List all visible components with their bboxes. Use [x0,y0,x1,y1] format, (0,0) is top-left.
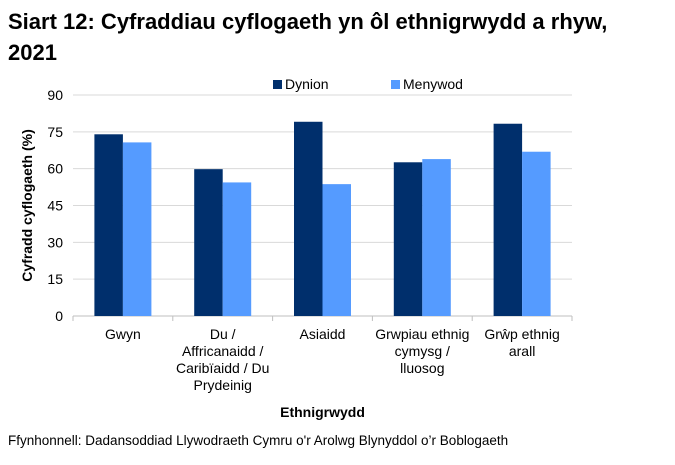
y-tick-label: 75 [47,124,63,140]
bar-menywod [322,184,351,316]
bar-dynion [393,162,423,316]
y-axis-title: Cyfradd cyflogaeth (%) [19,129,35,281]
x-tick-label: Prydeinig [194,377,252,393]
x-tick-label: cymysg / [395,343,450,359]
y-tick-label: 60 [47,161,63,177]
legend-label-dynion: Dynion [285,76,329,92]
legend-swatch-dynion [273,80,282,89]
y-tick-label: 90 [47,87,63,103]
bar-dynion [294,121,323,316]
bar-menywod [422,159,451,316]
x-axis-title: Ethnigrwydd [280,404,365,420]
bar-dynion [493,123,523,316]
bar-dynion [94,134,123,316]
y-tick-label: 15 [47,271,63,287]
legend-swatch-menywod [391,80,400,89]
x-tick-label: Caribïaidd / Du [176,360,269,376]
bar-dynion [194,169,223,316]
legend-label-menywod: Menywod [403,76,463,92]
bar-menywod [222,182,252,316]
x-tick-label: Grwpiau ethnig [375,326,469,342]
x-tick-label: Affricanaidd / [182,343,264,359]
y-tick-label: 0 [55,308,63,324]
y-tick-label: 45 [47,198,63,214]
x-tick-label: Grŵp ethnig [484,326,559,342]
x-tick-label: arall [509,343,535,359]
x-tick-label: Asiaidd [300,326,346,342]
y-tick-label: 30 [47,234,63,250]
x-tick-label: Gwyn [105,326,141,342]
bar-menywod [122,142,152,316]
source-note: Ffynhonnell: Dadansoddiad Llywodraeth Cy… [8,433,509,448]
chart-title: Siart 12: Cyfraddiau cyflogaeth yn ôl et… [8,9,608,65]
x-tick-label: lluosog [400,360,444,376]
x-tick-label: Du / [210,326,236,342]
bar-menywod [522,151,551,316]
